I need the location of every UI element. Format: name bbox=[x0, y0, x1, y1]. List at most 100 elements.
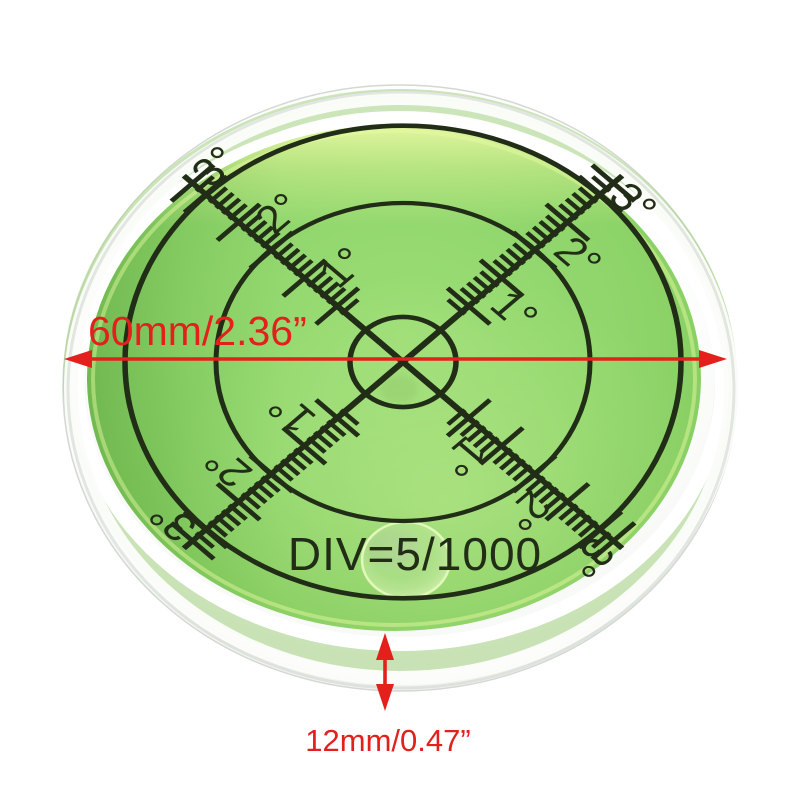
tick-mark bbox=[194, 175, 215, 193]
tick-mark bbox=[558, 503, 579, 521]
tick-mark bbox=[273, 242, 294, 260]
tick-mark bbox=[505, 458, 526, 477]
tick-mark bbox=[286, 453, 308, 471]
tick-mark bbox=[479, 270, 500, 288]
rim-outer-white-band bbox=[64, 91, 738, 685]
tick-mark bbox=[472, 430, 494, 449]
tick-mark bbox=[459, 287, 480, 305]
degree-cross-tick bbox=[511, 230, 558, 270]
tick-mark bbox=[466, 425, 487, 443]
tick-mark bbox=[253, 225, 275, 243]
tick-mark bbox=[207, 520, 229, 538]
degree-cross-tick bbox=[478, 258, 525, 298]
division-label: DIV=5/1000 bbox=[288, 528, 542, 580]
tick-mark bbox=[240, 214, 262, 232]
degree-cross-tick bbox=[169, 521, 216, 561]
tick-mark bbox=[319, 425, 340, 443]
tick-mark bbox=[525, 231, 546, 249]
tick-mark bbox=[220, 509, 242, 527]
rim-bottom-edge-line bbox=[66, 90, 736, 690]
tick-mark bbox=[591, 531, 612, 549]
tick-mark bbox=[577, 520, 599, 538]
degree-cross-tick bbox=[590, 163, 637, 203]
tick-mark bbox=[591, 175, 612, 193]
tick-mark bbox=[306, 436, 327, 454]
degree-cross-tick bbox=[182, 510, 229, 550]
tick-mark bbox=[273, 464, 294, 482]
tick-mark bbox=[339, 408, 360, 426]
tick-mark bbox=[227, 203, 248, 221]
degree-cross-tick bbox=[314, 286, 361, 326]
tick-mark bbox=[558, 203, 579, 221]
degree-cross-tick bbox=[215, 482, 262, 522]
tick-mark bbox=[240, 492, 262, 510]
degree-cross-tick bbox=[215, 202, 262, 242]
tick-mark bbox=[544, 214, 566, 232]
tick-mark bbox=[339, 298, 360, 316]
tick-mark bbox=[498, 253, 520, 271]
diameter-arrowhead-left bbox=[64, 350, 92, 368]
tick-mark bbox=[544, 492, 566, 510]
degree-cross-tick bbox=[445, 398, 492, 438]
tick-mark bbox=[479, 436, 500, 454]
degree-cross-tick bbox=[544, 202, 591, 242]
tick-mark bbox=[492, 259, 513, 277]
center-target-circle bbox=[347, 314, 459, 410]
tick-mark bbox=[571, 514, 592, 532]
tick-mark bbox=[531, 481, 553, 499]
tick-mark bbox=[280, 458, 301, 477]
tick-mark bbox=[286, 253, 308, 271]
outer-degree-ring bbox=[122, 123, 684, 601]
degree-cross-tick bbox=[511, 454, 558, 494]
tick-mark bbox=[326, 287, 347, 305]
tick-mark bbox=[505, 247, 526, 266]
tick-mark bbox=[293, 447, 314, 465]
height-arrowhead-top bbox=[376, 633, 394, 660]
height-label: 12mm/0.47” bbox=[305, 723, 470, 758]
tick-mark bbox=[214, 192, 235, 210]
degree-cross-tick bbox=[445, 286, 492, 326]
degree-cross-tick bbox=[577, 174, 624, 214]
degree-cross-tick bbox=[182, 174, 229, 214]
degree-cross-tick bbox=[577, 510, 624, 550]
tick-mark bbox=[220, 197, 242, 215]
degree-cross-tick bbox=[248, 230, 295, 270]
degree-cross-tick bbox=[590, 521, 637, 561]
degree-cross-tick bbox=[248, 454, 295, 494]
tick-mark bbox=[564, 509, 586, 527]
tick-mark bbox=[538, 486, 559, 505]
tick-mark bbox=[247, 219, 268, 238]
tick-mark bbox=[260, 475, 281, 493]
meniscus-ring bbox=[91, 129, 697, 627]
tick-mark bbox=[571, 192, 592, 210]
tick-mark bbox=[577, 186, 599, 204]
tick-mark bbox=[227, 503, 248, 521]
tick-mark bbox=[564, 197, 586, 215]
degree-cross-tick bbox=[281, 258, 328, 298]
degree-cross-tick bbox=[314, 398, 361, 438]
degree-cross-tick bbox=[169, 163, 216, 203]
tick-mark bbox=[312, 275, 334, 294]
center-cross-line bbox=[330, 300, 476, 424]
tick-mark bbox=[498, 453, 520, 471]
tick-mark bbox=[466, 281, 487, 299]
tick-mark bbox=[472, 275, 494, 294]
middle-degree-ring bbox=[213, 200, 593, 524]
tick-mark bbox=[525, 475, 546, 493]
tick-mark bbox=[207, 186, 229, 204]
diameter-arrowhead-right bbox=[699, 350, 727, 368]
tick-mark bbox=[538, 219, 559, 238]
tick-mark bbox=[531, 225, 553, 243]
tick-mark bbox=[512, 464, 533, 482]
height-arrowhead-bottom bbox=[376, 684, 394, 711]
center-refraction-blob bbox=[380, 375, 418, 403]
tick-mark bbox=[280, 247, 301, 266]
tick-mark bbox=[446, 408, 467, 426]
tick-mark bbox=[312, 430, 334, 449]
tick-mark bbox=[512, 242, 533, 260]
tick-mark bbox=[446, 298, 467, 316]
degree-cross-tick bbox=[281, 426, 328, 466]
diameter-label: 60mm/2.36” bbox=[88, 308, 307, 354]
